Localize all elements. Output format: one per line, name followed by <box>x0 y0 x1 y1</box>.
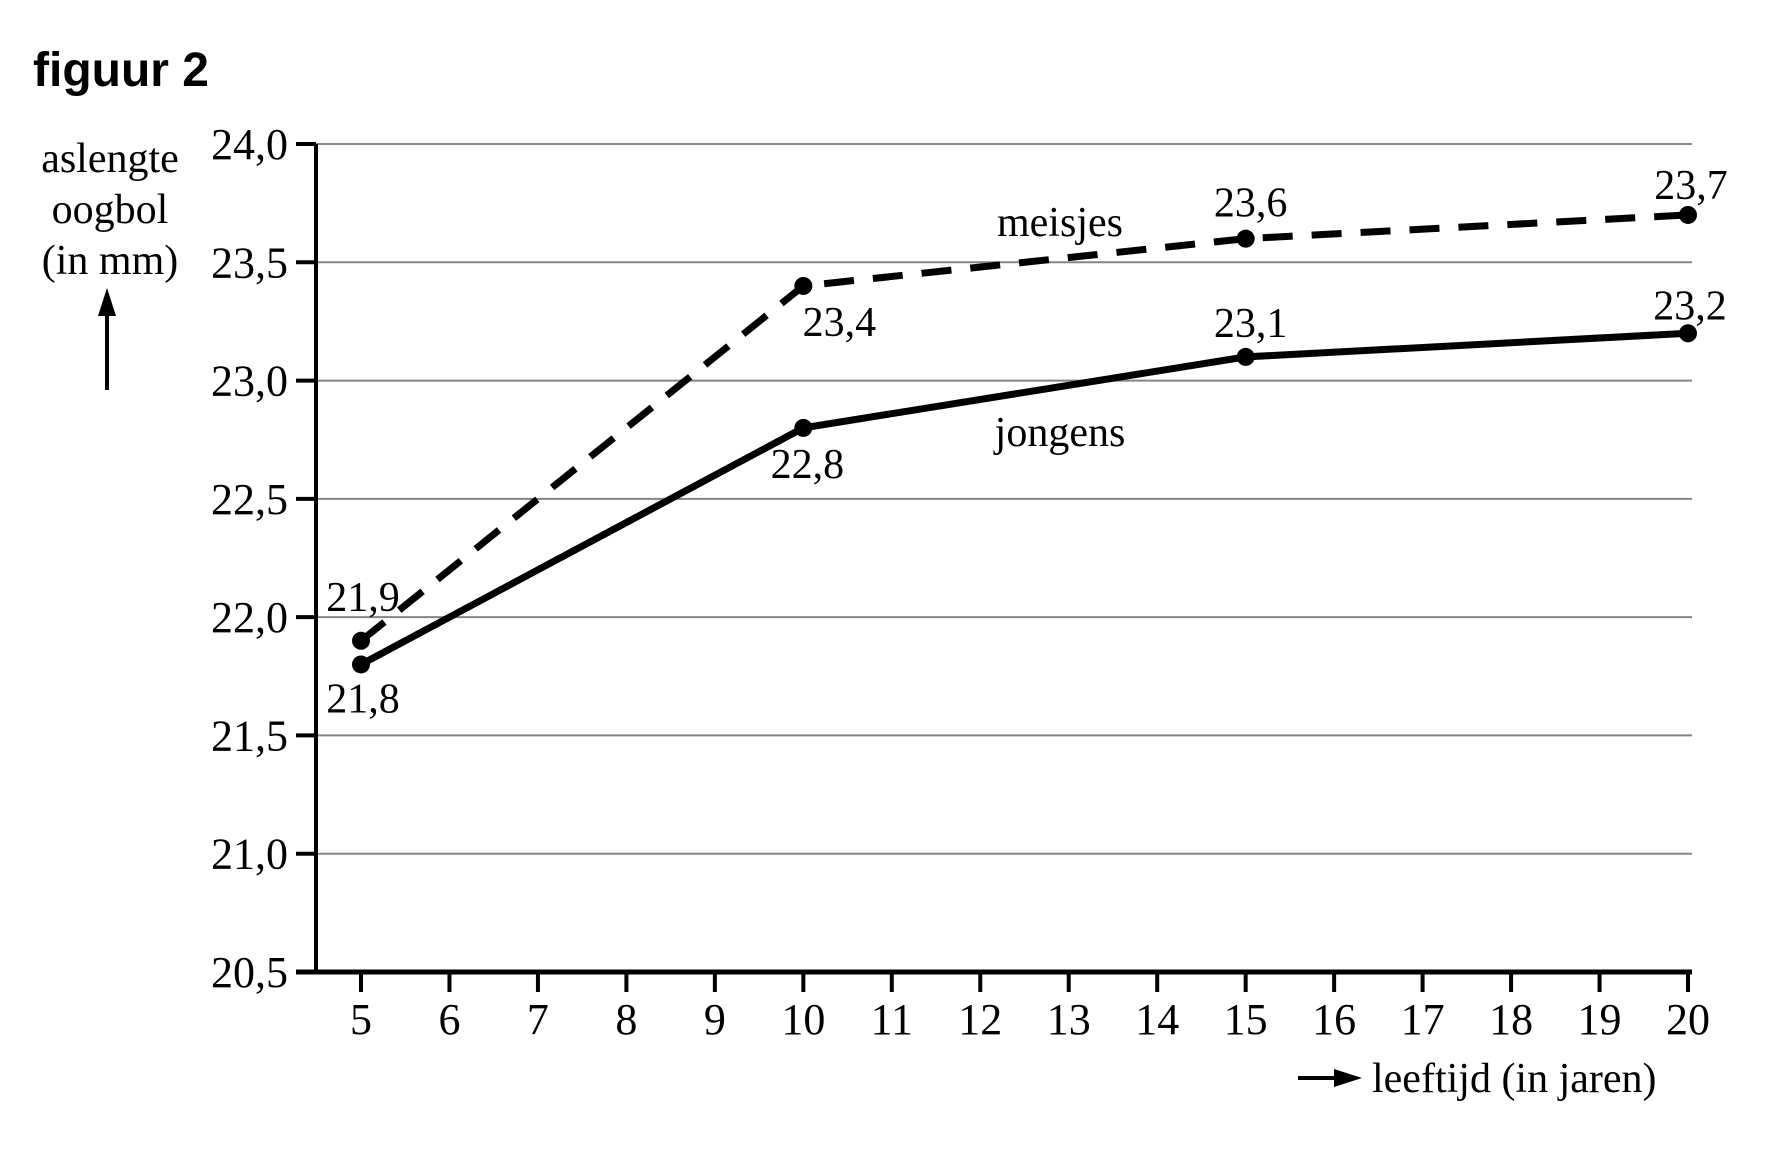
point-value-label: 23,2 <box>1653 283 1727 329</box>
y-axis-label-line-2: oogbol <box>52 187 169 233</box>
x-axis-label-text: leeftijd (in jaren) <box>1372 1056 1657 1102</box>
up-arrow-icon <box>98 288 116 390</box>
series-line-meisjes <box>358 211 1689 644</box>
point-value-label: 21,8 <box>326 676 400 722</box>
data-point-meisjes <box>352 631 370 650</box>
data-point-meisjes <box>794 276 813 295</box>
x-tick-label: 14 <box>1135 995 1179 1044</box>
point-value-label: 22,8 <box>771 442 845 488</box>
gridlines-group <box>316 143 1692 855</box>
data-point-jongens <box>1679 324 1697 343</box>
point-value-label: 21,9 <box>326 575 400 621</box>
point-labels-group: 21,9 23,4 23,6 23,7 21,8 22,8 23,1 23,2 <box>326 163 1728 722</box>
series-label-jongens: jongens <box>993 410 1126 456</box>
y-tick-label: 24,0 <box>211 120 288 169</box>
y-tick-label: 22,0 <box>211 593 288 642</box>
x-tick-label: 16 <box>1312 995 1356 1044</box>
y-axis-label: aslengte oogbol (in mm) <box>41 136 179 390</box>
series-line-jongens <box>359 329 1689 668</box>
point-value-label: 23,1 <box>1214 301 1288 347</box>
figure-title: figuur 2 <box>33 44 209 97</box>
data-point-meisjes <box>1679 205 1697 224</box>
data-point-jongens <box>352 655 370 674</box>
y-tick-label: 22,5 <box>211 475 288 524</box>
y-tick-label: 21,0 <box>211 830 288 879</box>
y-axis-label-line-3: (in mm) <box>42 238 178 284</box>
x-tick-label: 7 <box>527 995 549 1044</box>
y-ticks-group: 20,5 21,0 21,5 22,0 22,5 23,0 23,5 24,0 <box>211 120 316 997</box>
right-arrow-icon <box>1298 1069 1362 1087</box>
x-tick-label: 13 <box>1047 995 1091 1044</box>
x-tick-label: 12 <box>958 995 1002 1044</box>
x-tick-label: 10 <box>781 995 825 1044</box>
axes-group <box>296 144 1692 975</box>
y-tick-label: 23,5 <box>211 238 288 287</box>
x-tick-label: 8 <box>615 995 637 1044</box>
data-point-meisjes <box>1236 229 1255 248</box>
y-axis-label-line-1: aslengte <box>41 136 179 182</box>
series-lines-group <box>352 205 1697 674</box>
x-tick-label: 5 <box>350 995 372 1044</box>
y-tick-label: 21,5 <box>211 711 288 760</box>
series-label-meisjes: meisjes <box>997 200 1123 246</box>
point-value-label: 23,6 <box>1214 181 1288 227</box>
point-value-label: 23,7 <box>1654 163 1728 209</box>
data-point-jongens <box>794 418 813 437</box>
x-tick-label: 11 <box>871 995 913 1044</box>
x-tick-label: 17 <box>1401 995 1445 1044</box>
x-tick-label: 19 <box>1578 995 1622 1044</box>
x-ticks-group: 5 6 7 8 9 10 11 12 13 14 15 16 17 18 19 20 <box>350 972 1710 1044</box>
y-tick-label: 20,5 <box>211 948 288 997</box>
x-tick-label: 6 <box>438 995 460 1044</box>
x-tick-label: 9 <box>704 995 726 1044</box>
y-tick-label: 23,0 <box>211 357 288 406</box>
data-point-jongens <box>1236 347 1255 366</box>
x-tick-label: 20 <box>1666 995 1710 1044</box>
x-tick-label: 15 <box>1224 995 1268 1044</box>
x-tick-label: 18 <box>1489 995 1533 1044</box>
x-axis-label: leeftijd (in jaren) <box>1298 1056 1657 1102</box>
point-value-label: 23,4 <box>803 300 877 346</box>
